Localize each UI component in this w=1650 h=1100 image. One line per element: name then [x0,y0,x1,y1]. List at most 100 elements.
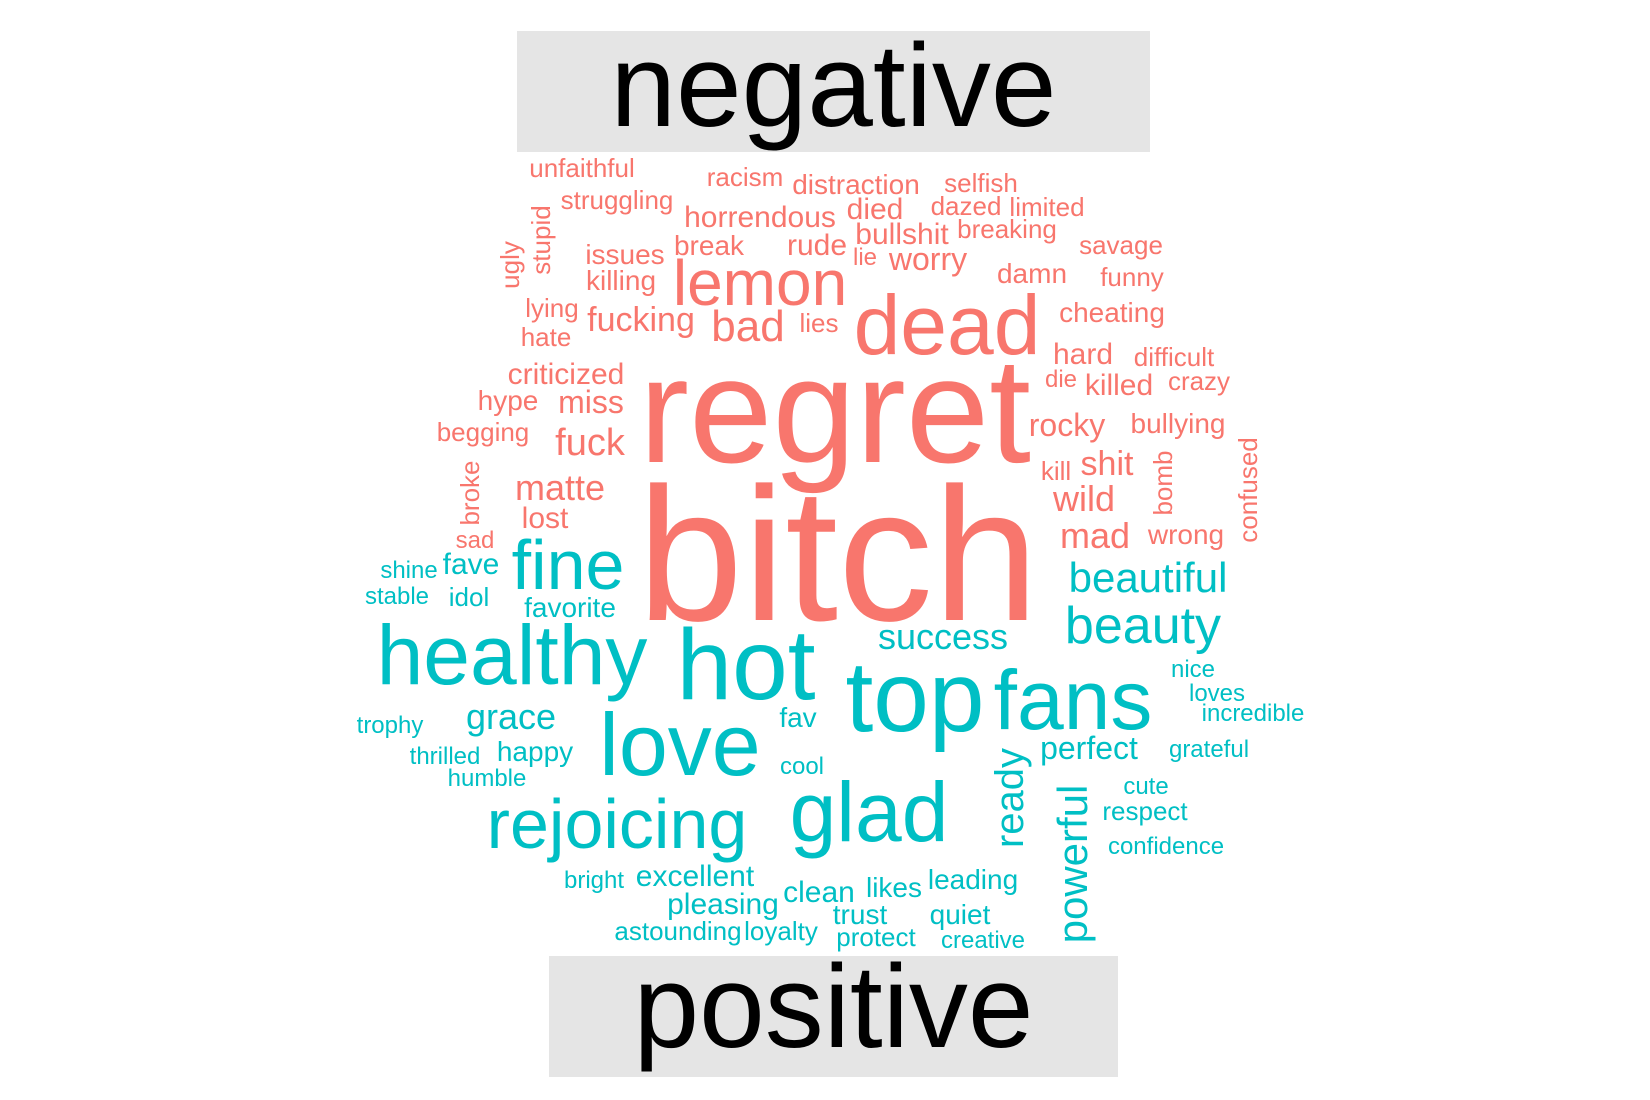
word-negative-kill: kill [1040,456,1072,486]
word-negative-unfaithful: unfaithful [529,153,635,183]
word-negative-died: died [846,193,904,226]
word-negative-bitch: bitch [637,449,1039,661]
word-negative-horrendous: horrendous [684,201,836,234]
word-negative-bullying: bullying [1130,408,1226,439]
word-positive-humble: humble [447,765,527,792]
positive-group-label-box: positive [549,948,1118,1077]
word-positive-incredible: incredible [1201,700,1305,727]
word-positive-idol: idol [448,582,490,612]
word-positive-respect: respect [1102,796,1188,826]
word-negative-stupid: stupid [526,205,556,275]
word-positive-top: top [845,641,985,753]
word-positive-shine: shine [380,557,438,584]
word-negative-begging: begging [436,417,530,447]
word-negative-lies: lies [799,308,839,338]
word-positive-powerful: powerful [1049,784,1096,944]
word-negative-confused: confused [1233,437,1263,543]
negative-group-label-box: negative [517,27,1150,152]
word-negative-crazy: crazy [1167,366,1231,396]
word-negative-matte: matte [514,467,606,508]
word-negative-criticized: criticized [507,358,625,391]
word-negative-dead: dead [853,278,1041,372]
word-positive-fans: fans [993,653,1153,747]
word-positive-trophy: trophy [356,712,424,739]
word-negative-regret: regret [639,326,1031,494]
word-negative-bad: bad [711,302,785,351]
word-positive-quiet: quiet [929,899,991,930]
word-negative-cheating: cheating [1059,297,1165,328]
word-positive-grace: grace [465,696,557,737]
word-positive-grateful: grateful [1168,736,1250,763]
word-positive-perfect: perfect [1040,730,1138,766]
word-positive-creative: creative [940,927,1026,954]
word-negative-break: break [673,230,745,261]
word-positive-cool: cool [779,753,825,780]
word-positive-nice: nice [1170,656,1216,683]
word-positive-love: love [599,695,761,794]
word-negative-worry: worry [888,241,968,277]
word-positive-favorite: favorite [524,592,616,623]
word-positive-bright: bright [563,867,625,894]
word-negative-rude: rude [786,229,848,262]
word-negative-shit: shit [1080,445,1134,483]
word-negative-fucking: fucking [587,301,695,339]
word-positive-ready: ready [988,747,1032,849]
word-negative-struggling: struggling [560,185,674,215]
word-positive-cute: cute [1123,773,1169,800]
word-positive-leading: leading [927,864,1019,895]
word-negative-limited: limited [1009,192,1085,222]
word-negative-hard: hard [1052,338,1114,371]
word-negative-dazed: dazed [930,191,1002,221]
word-positive-rejoicing: rejoicing [486,785,748,863]
word-negative-selfish: selfish [944,168,1018,198]
word-negative-bullshit: bullshit [855,218,949,251]
word-negative-difficult: difficult [1133,342,1215,372]
word-negative-rocky: rocky [1028,407,1106,443]
word-positive-protect: protect [836,922,916,952]
word-negative-racism: racism [706,162,784,192]
word-positive-glad: glad [789,765,949,859]
word-positive-fine: fine [511,526,625,604]
word-negative-hype: hype [477,385,539,416]
word-positive-trust: trust [832,899,888,930]
word-positive-pleasing: pleasing [667,888,779,921]
word-negative-ugly: ugly [495,241,525,289]
word-positive-thrilled: thrilled [409,743,481,770]
word-negative-issues: issues [585,239,665,270]
word-negative-killing: killing [585,265,657,296]
word-positive-healthy: healthy [376,608,648,702]
word-positive-loves: loves [1188,680,1246,707]
word-positive-loyalty: loyalty [744,916,818,946]
word-negative-miss: miss [558,384,624,420]
positive-group-label: positive [633,941,1034,1073]
word-negative-breaking: breaking [957,214,1057,244]
word-negative-damn: damn [996,258,1068,289]
word-positive-confidence: confidence [1107,833,1225,860]
word-negative-lie: lie [852,244,878,271]
word-negative-lying: lying [525,293,579,323]
negative-group-label: negative [610,20,1057,152]
word-positive-fave: fave [442,548,500,581]
word-negative-broke: broke [455,460,485,526]
word-negative-fuck: fuck [555,422,625,464]
word-positive-stable: stable [364,583,430,610]
word-negative-hate: hate [520,322,572,352]
word-negative-lost: lost [521,502,569,535]
word-negative-lemon: lemon [672,247,848,319]
word-positive-clean: clean [783,876,855,909]
word-positive-beauty: beauty [1064,597,1222,655]
word-negative-distraction: distraction [792,169,920,200]
word-positive-hot: hot [676,609,816,721]
word-negative-sad: sad [455,527,495,554]
word-positive-beautiful: beautiful [1068,554,1228,601]
word-positive-happy: happy [496,736,574,767]
word-negative-funny: funny [1100,262,1164,292]
word-negative-mad: mad [1059,515,1131,556]
word-negative-wild: wild [1052,478,1116,519]
word-positive-success: success [877,616,1009,657]
word-positive-excellent: excellent [635,860,755,893]
word-negative-savage: savage [1079,230,1163,260]
word-negative-wrong: wrong [1147,519,1225,550]
word-negative-die: die [1044,366,1078,393]
